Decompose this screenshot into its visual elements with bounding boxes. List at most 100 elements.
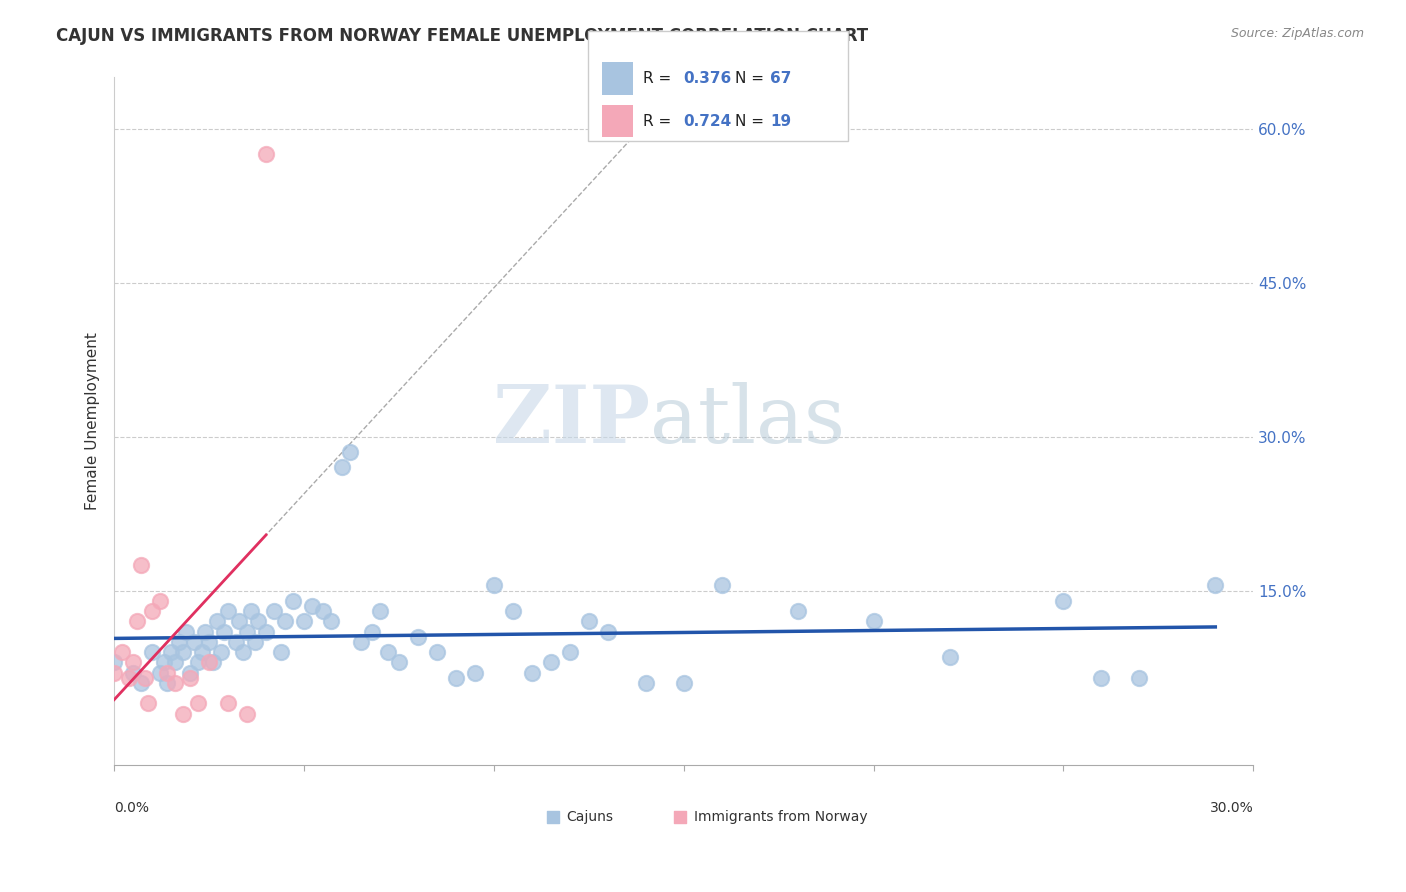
Text: 30.0%: 30.0% (1209, 801, 1253, 815)
Text: Immigrants from Norway: Immigrants from Norway (695, 810, 868, 823)
Point (502, 604, 524, 618)
Point (312, 604, 335, 618)
Point (183, 635, 205, 649)
Point (520, 665, 543, 680)
Point (243, 635, 266, 649)
Point (163, 676, 186, 690)
Point (254, 147, 277, 161)
Y-axis label: Female Unemployment: Female Unemployment (86, 332, 100, 510)
Point (205, 615, 228, 629)
Point (263, 604, 285, 618)
Point (129, 676, 152, 690)
Point (578, 615, 600, 629)
Point (122, 656, 145, 670)
Point (217, 604, 239, 618)
Text: ZIP: ZIP (492, 382, 650, 460)
Point (118, 671, 141, 685)
Point (172, 706, 194, 721)
Point (187, 697, 209, 711)
Point (558, 645, 581, 659)
Point (198, 635, 221, 649)
Point (361, 624, 384, 639)
Point (377, 645, 399, 659)
Point (156, 665, 179, 680)
Point (125, 615, 148, 629)
Point (938, 650, 960, 665)
Point (236, 706, 259, 721)
Point (149, 665, 172, 680)
Text: R =: R = (643, 114, 676, 128)
Text: Source: ZipAtlas.com: Source: ZipAtlas.com (1230, 27, 1364, 40)
Text: 0.0%: 0.0% (114, 801, 149, 815)
Point (228, 615, 250, 629)
Point (129, 558, 152, 572)
Point (138, 697, 160, 711)
Point (103, 656, 125, 670)
Point (156, 676, 179, 690)
Point (179, 665, 201, 680)
Point (225, 635, 247, 649)
Text: 19: 19 (770, 114, 792, 128)
Text: N =: N = (735, 71, 769, 86)
Point (232, 645, 254, 659)
Point (330, 460, 353, 475)
Point (672, 676, 695, 690)
Point (368, 604, 391, 618)
Point (1204, 578, 1226, 592)
Point (236, 624, 259, 639)
Point (160, 645, 183, 659)
Point (141, 645, 163, 659)
Point (339, 445, 361, 459)
Point (270, 645, 292, 659)
Text: 67: 67 (770, 71, 792, 86)
Point (464, 665, 486, 680)
Point (167, 635, 190, 649)
Point (596, 624, 619, 639)
Point (1128, 671, 1150, 685)
Point (209, 645, 232, 659)
Point (149, 594, 172, 608)
Point (217, 697, 239, 711)
Point (540, 656, 562, 670)
Point (152, 656, 174, 670)
Point (406, 630, 429, 644)
Point (198, 656, 221, 670)
Point (350, 635, 373, 649)
Point (1090, 671, 1112, 685)
Point (274, 615, 297, 629)
Point (190, 645, 212, 659)
Point (634, 676, 657, 690)
Text: R =: R = (643, 71, 676, 86)
Point (292, 615, 315, 629)
Point (319, 615, 342, 629)
Point (1052, 594, 1074, 608)
Point (247, 615, 270, 629)
Point (122, 665, 145, 680)
Point (426, 645, 449, 659)
Point (187, 656, 209, 670)
Point (862, 615, 884, 629)
Point (172, 645, 194, 659)
Text: CAJUN VS IMMIGRANTS FROM NORWAY FEMALE UNEMPLOYMENT CORRELATION CHART: CAJUN VS IMMIGRANTS FROM NORWAY FEMALE U… (56, 27, 869, 45)
Point (176, 624, 198, 639)
Point (214, 624, 236, 639)
Point (163, 656, 186, 670)
Point (444, 671, 467, 685)
Text: atlas: atlas (650, 382, 845, 460)
Point (134, 671, 156, 685)
Point (482, 578, 505, 592)
Point (301, 599, 323, 613)
Text: 0.724: 0.724 (683, 114, 731, 128)
Point (710, 578, 733, 592)
Point (141, 604, 163, 618)
Text: Cajuns: Cajuns (567, 810, 613, 823)
Point (201, 656, 224, 670)
Text: N =: N = (735, 114, 769, 128)
Point (786, 604, 808, 618)
Point (239, 604, 262, 618)
Point (281, 594, 304, 608)
Point (111, 645, 134, 659)
Point (388, 656, 411, 670)
Point (179, 671, 201, 685)
Point (103, 665, 125, 680)
